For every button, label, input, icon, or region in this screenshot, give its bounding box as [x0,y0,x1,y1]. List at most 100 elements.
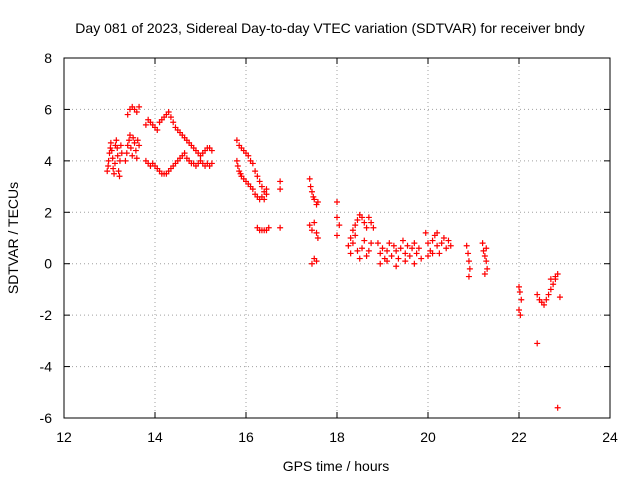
y-axis-label: SDTVAR / TECUs [5,182,21,294]
data-point [481,271,488,277]
data-point [308,227,315,234]
data-point [361,219,368,226]
data-point [402,258,409,265]
data-point [245,152,252,159]
data-point [409,245,416,252]
data-point [404,242,411,249]
data-point [445,237,452,244]
data-point [277,186,284,193]
data-point [466,265,473,272]
data-point [552,273,559,280]
data-point [483,258,490,265]
data-point [165,109,172,115]
data-point [131,139,138,146]
data-point [484,265,491,272]
data-point [334,214,340,221]
data-point [377,260,384,267]
data-point [465,273,472,280]
data-point [129,152,136,159]
data-point [411,260,418,267]
data-point [397,245,404,252]
data-point [336,222,343,229]
data-point [374,240,381,247]
data-point [334,199,340,205]
data-point [124,111,131,118]
data-point [249,160,256,167]
data-point [254,173,261,180]
data-point [550,281,557,288]
data-point [413,250,420,257]
plot-frame [63,57,611,419]
data-point [434,242,441,249]
data-point [124,142,131,149]
data-point [393,263,400,270]
data-point [406,253,413,259]
data-point [181,150,188,157]
x-tick-label: 24 [602,429,618,445]
data-point [359,245,366,252]
x-tick-label: 20 [420,429,436,445]
data-point [436,250,443,257]
data-point [311,196,318,203]
data-point [105,157,112,164]
data-point [447,242,454,249]
data-point [142,121,149,128]
data-point [345,242,352,249]
data-point [363,253,370,259]
data-point [349,240,356,247]
data-point [313,258,320,265]
data-point [132,147,139,154]
data-point [516,289,523,295]
data-point [393,247,400,254]
data-point [116,157,123,164]
x-tick-label: 22 [511,429,527,445]
data-point [308,188,315,195]
data-point [379,245,386,252]
chart-title: Day 081 of 2023, Sidereal Day-to-day VTE… [75,20,584,36]
data-point [208,160,215,167]
data-point [354,217,361,223]
data-point [313,229,320,236]
data-point [384,247,391,254]
data-point [368,240,375,247]
data-point [479,240,486,247]
data-point [126,132,133,139]
data-point [263,191,270,198]
data-point [363,224,370,231]
data-point [541,301,548,308]
x-tick-label: 18 [329,429,345,445]
data-point [388,253,395,259]
data-point [114,152,121,159]
data-point [130,134,137,141]
data-point [117,142,124,149]
data-point [443,245,450,252]
data-point [108,147,115,154]
data-point [233,137,240,144]
data-point [277,224,284,231]
data-point [114,145,121,151]
data-point [547,276,554,283]
data-point [465,258,472,265]
data-points [104,103,563,411]
data-point [434,229,441,236]
data-point [110,165,117,172]
data-point [314,235,321,241]
data-point [307,183,314,190]
data-point [306,222,313,229]
data-point [386,240,393,247]
data-point [463,242,470,249]
data-point [133,155,140,162]
data-point [545,291,552,298]
data-point [311,219,318,226]
data-point [118,150,125,157]
data-point [368,219,375,226]
data-point [425,253,431,259]
data-point [390,242,397,249]
data-point [440,235,447,241]
data-point [425,240,431,247]
data-point [115,168,122,175]
data-point [365,214,372,221]
data-point [483,245,490,252]
